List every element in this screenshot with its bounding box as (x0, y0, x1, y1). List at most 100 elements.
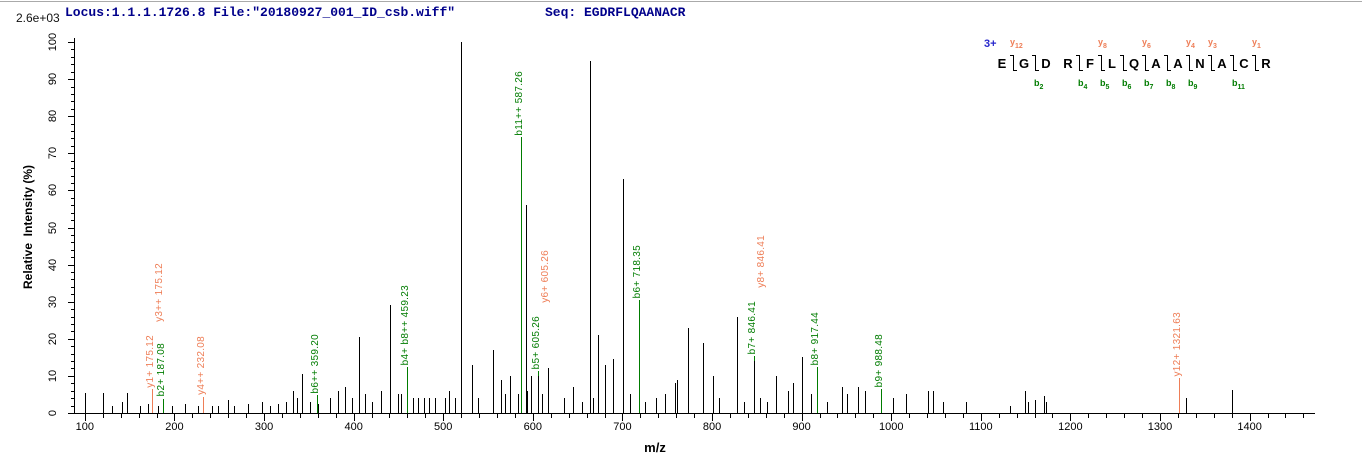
x-axis-tick-label: 800 (702, 421, 722, 433)
fragment-ion-label: b8+ 917.44 (810, 311, 822, 366)
spectrum-peak (1035, 400, 1037, 413)
y-axis-tick (71, 93, 75, 95)
annotated-peak (537, 375, 539, 413)
spectrum-peak (656, 398, 658, 413)
spectrum-peak (397, 394, 399, 413)
y-ion-label: y3 (1208, 37, 1217, 50)
y-axis-tick-label: 20 (47, 332, 59, 345)
x-axis-tick (407, 414, 409, 418)
window-top-divider (0, 1, 1362, 2)
annotation-stub (1179, 378, 1181, 384)
spectrum-peak (401, 394, 403, 413)
x-axis-tick (1016, 414, 1018, 418)
spectrum-peak (1231, 389, 1233, 413)
spectrum-peak (788, 390, 790, 413)
y-ion-label: y4 (1186, 37, 1195, 50)
cleavage-marker (1230, 55, 1237, 71)
y-axis-tick (71, 212, 75, 214)
x-axis-tick (1124, 414, 1126, 418)
y-axis-tick-label: 10 (47, 369, 59, 383)
x-axis-tick (1195, 414, 1197, 418)
x-axis-tick (443, 414, 445, 421)
x-axis-tick (586, 414, 588, 418)
y-axis-tick (71, 123, 75, 125)
x-axis-tick (980, 414, 982, 421)
spectrum-peak (478, 398, 480, 413)
max-intensity-label: 2.6e+03 (16, 11, 60, 25)
spectrum-peak (927, 390, 929, 413)
b-ion-label: b2 (1034, 78, 1044, 91)
spectrum-peak (228, 400, 230, 413)
x-axis-tick (694, 414, 696, 418)
b-ion-label: b5 (1100, 78, 1110, 91)
x-axis-tick (1142, 414, 1144, 418)
spectrum-peak (418, 398, 420, 413)
spectrum-peak (351, 398, 353, 413)
x-axis-tick (837, 414, 839, 418)
annotation-stub (406, 367, 408, 373)
spectrum-peak (84, 392, 86, 413)
x-axis-tick (299, 414, 301, 418)
spectrum-peak (1043, 396, 1045, 413)
y-axis-tick (71, 145, 75, 147)
y-axis-tick-label: 0 (47, 409, 59, 417)
y-axis-tick (71, 316, 75, 318)
fragment-ion-label: b9+ 988.48 (873, 334, 885, 388)
y-axis-tick (71, 323, 75, 325)
y-axis-line (74, 38, 75, 414)
y-axis-tick-label: 100 (47, 32, 59, 52)
spectrum-peak (262, 401, 264, 413)
spectrum-peak (1024, 390, 1026, 413)
y-axis-tick-label: 50 (47, 221, 59, 234)
y-axis-tick (71, 294, 75, 296)
annotated-peak (317, 400, 319, 413)
b-ion-label: b8 (1166, 78, 1176, 91)
x-axis-tick (353, 414, 355, 421)
spectrum-peak (905, 394, 907, 413)
spectrum-peak (712, 375, 714, 413)
y-axis-tick (68, 338, 75, 340)
spectrum-peak (158, 405, 160, 413)
residue-letter: F (1086, 56, 1094, 71)
spectrum-peak (505, 394, 507, 413)
annotation-stub (638, 300, 640, 306)
fragment-ion-label: y1+ 175.12 (145, 334, 157, 388)
y-axis-tick (68, 301, 75, 303)
y-axis-tick (71, 390, 75, 392)
x-axis-tick-label: 1200 (1058, 421, 1083, 433)
b-ion-label: b11 (1232, 78, 1245, 91)
precursor-charge-label: 3+ (984, 38, 997, 50)
spectrum-peak (573, 387, 575, 413)
spectrum-peak (372, 401, 374, 413)
x-axis-tick (550, 414, 552, 418)
b-ion-label: b9 (1188, 78, 1198, 91)
spectrum-peak (330, 398, 332, 413)
y-axis-tick (71, 234, 75, 236)
y-axis-tick (71, 86, 75, 88)
spectrum-peak (760, 398, 762, 413)
x-axis-tick (801, 414, 803, 421)
spectrum-plot-area[interactable]: 100 200 300 400 500 600 700 800 900 1000 1100 1200 1… (47, 33, 1315, 433)
x-axis-tick (281, 414, 283, 418)
spectrum-peak (278, 403, 280, 413)
y-axis-tick (71, 56, 75, 58)
x-axis-tick-label: 1100 (968, 421, 993, 433)
spectrum-peak (598, 335, 600, 413)
cleavage-marker (1164, 55, 1171, 71)
x-axis-tick (1177, 414, 1179, 418)
spectrum-peak (687, 327, 689, 413)
spectrum-peak (858, 387, 860, 413)
annotated-peak (162, 403, 164, 413)
spectrum-peak (493, 349, 495, 413)
annotation-stub (521, 137, 523, 143)
y-axis-tick (68, 42, 75, 43)
x-axis-tick (712, 414, 714, 421)
x-axis-tick (461, 414, 463, 418)
annotated-peak (817, 372, 819, 413)
b-ion-label: b7 (1144, 78, 1154, 91)
x-axis-tick (102, 414, 104, 418)
spectrum-peak (510, 375, 512, 413)
x-axis-tick (765, 414, 767, 418)
